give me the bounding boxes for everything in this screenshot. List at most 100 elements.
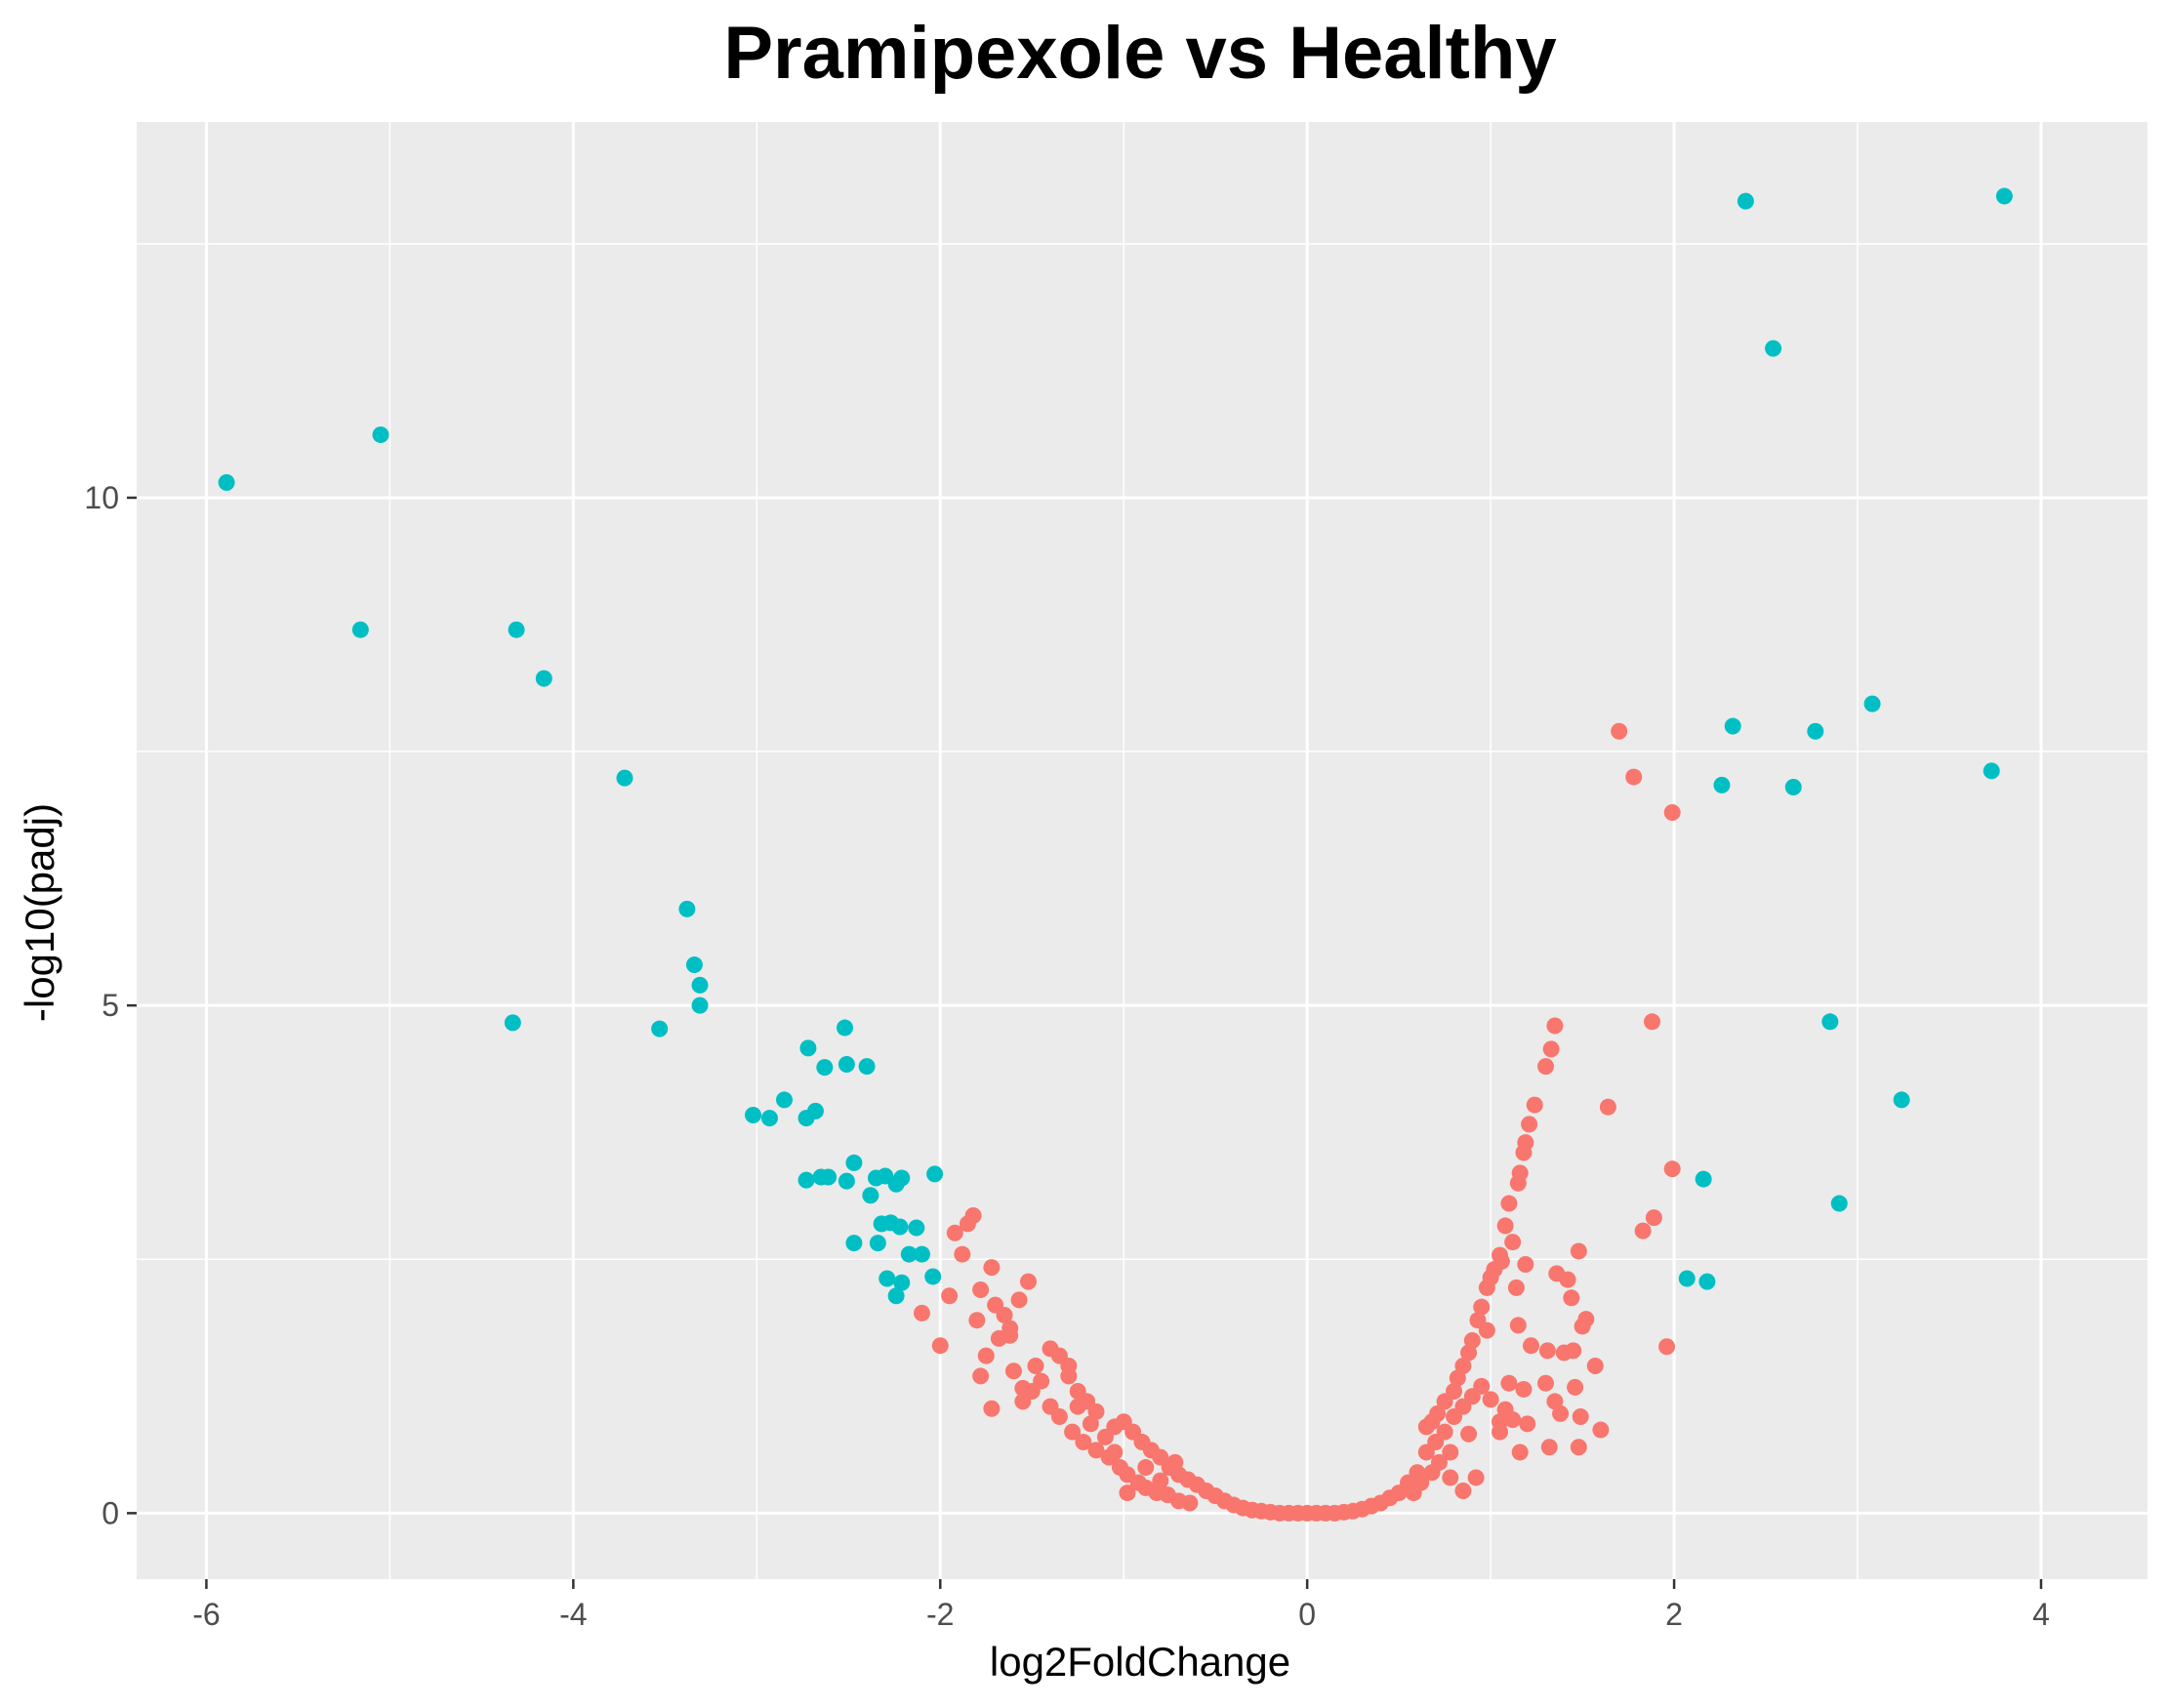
data-point (1634, 1222, 1652, 1240)
data-point (1586, 1358, 1604, 1375)
data-point (1724, 717, 1741, 735)
data-point (820, 1168, 838, 1186)
data-points (218, 187, 2013, 1522)
data-point (1060, 1358, 1078, 1375)
data-point (972, 1367, 990, 1385)
data-point (1570, 1439, 1587, 1456)
data-point (1546, 1017, 1564, 1035)
data-point (1663, 803, 1681, 821)
data-point (1454, 1482, 1472, 1499)
data-point (372, 426, 389, 443)
data-point (983, 1259, 1001, 1277)
data-point (1658, 1338, 1676, 1356)
data-point (1645, 1209, 1662, 1227)
data-point (1042, 1340, 1059, 1358)
data-point (1473, 1377, 1491, 1395)
data-point (1473, 1298, 1491, 1316)
data-point (1492, 1413, 1509, 1431)
data-point (1019, 1273, 1037, 1290)
data-point (1517, 1255, 1534, 1273)
data-point (1014, 1393, 1032, 1410)
data-point (1765, 340, 1782, 357)
data-point (504, 1014, 521, 1032)
x-tick-label: -4 (559, 1597, 587, 1632)
data-point (1087, 1442, 1105, 1459)
data-point (990, 1329, 1007, 1347)
data-point (837, 1019, 854, 1037)
data-point (1507, 1279, 1525, 1296)
data-point (1572, 1408, 1589, 1426)
data-point (1496, 1217, 1514, 1235)
y-tick-label: 10 (84, 480, 119, 515)
data-point (1417, 1418, 1435, 1436)
data-point (1436, 1393, 1453, 1410)
data-point (1500, 1195, 1518, 1212)
data-point (760, 1110, 778, 1127)
data-point (1436, 1423, 1453, 1441)
data-point (862, 1187, 879, 1204)
data-point (1559, 1271, 1576, 1288)
plot-panel (137, 122, 2147, 1579)
y-axis: 0 5 10 (84, 480, 137, 1530)
data-point (1050, 1408, 1068, 1426)
data-point (977, 1347, 995, 1364)
data-point (1521, 1116, 1538, 1133)
x-tick-label: 2 (1665, 1597, 1683, 1632)
data-point (972, 1281, 990, 1298)
data-point (1995, 187, 2013, 205)
data-point (1663, 1160, 1681, 1178)
data-point (1611, 722, 1628, 740)
data-point (1069, 1398, 1086, 1415)
data-point (651, 1020, 669, 1037)
data-point (799, 1039, 817, 1057)
data-point (1522, 1337, 1539, 1355)
data-point (351, 621, 369, 638)
data-point (1537, 1058, 1555, 1076)
data-point (1027, 1358, 1044, 1375)
data-point (1504, 1411, 1522, 1429)
data-point (1449, 1369, 1466, 1387)
data-point (893, 1274, 911, 1291)
data-point (816, 1059, 834, 1077)
data-point (1482, 1391, 1499, 1408)
data-point (1442, 1444, 1459, 1461)
data-point (1069, 1383, 1086, 1401)
data-point (913, 1304, 930, 1322)
data-point (1504, 1234, 1522, 1251)
data-point (1064, 1423, 1082, 1441)
data-point (1460, 1344, 1478, 1362)
data-point (1644, 1013, 1661, 1031)
data-point (1515, 1380, 1533, 1398)
x-axis: -6 -4 -2 0 2 4 (192, 1579, 2050, 1632)
y-axis-label: -log10(padj) (17, 803, 62, 1022)
data-point (1574, 1318, 1591, 1335)
data-point (1405, 1484, 1422, 1502)
minor-grid (137, 122, 2147, 1579)
data-point (1570, 1242, 1587, 1260)
chart-title: Pramipexole vs Healthy (723, 12, 1556, 95)
data-point (987, 1296, 1004, 1314)
data-point (1983, 762, 2000, 780)
data-point (913, 1245, 930, 1263)
data-point (1442, 1469, 1459, 1486)
data-point (1500, 1374, 1518, 1392)
data-point (1096, 1428, 1114, 1445)
y-tick-label: 5 (102, 988, 119, 1023)
data-point (891, 1218, 909, 1236)
data-point (691, 996, 709, 1014)
data-point (797, 1171, 815, 1189)
data-point (1537, 1374, 1555, 1392)
data-point (983, 1400, 1001, 1417)
data-point (887, 1287, 905, 1305)
data-point (964, 1207, 982, 1225)
data-point (1807, 722, 1824, 740)
data-point (1423, 1464, 1441, 1482)
data-point (1695, 1170, 1712, 1188)
data-point (946, 1224, 963, 1241)
data-point (1542, 1040, 1560, 1058)
y-tick-label: 0 (102, 1495, 119, 1530)
data-point (924, 1268, 942, 1285)
data-point (900, 1245, 918, 1263)
data-point (1893, 1091, 1910, 1109)
major-grid (137, 122, 2147, 1579)
